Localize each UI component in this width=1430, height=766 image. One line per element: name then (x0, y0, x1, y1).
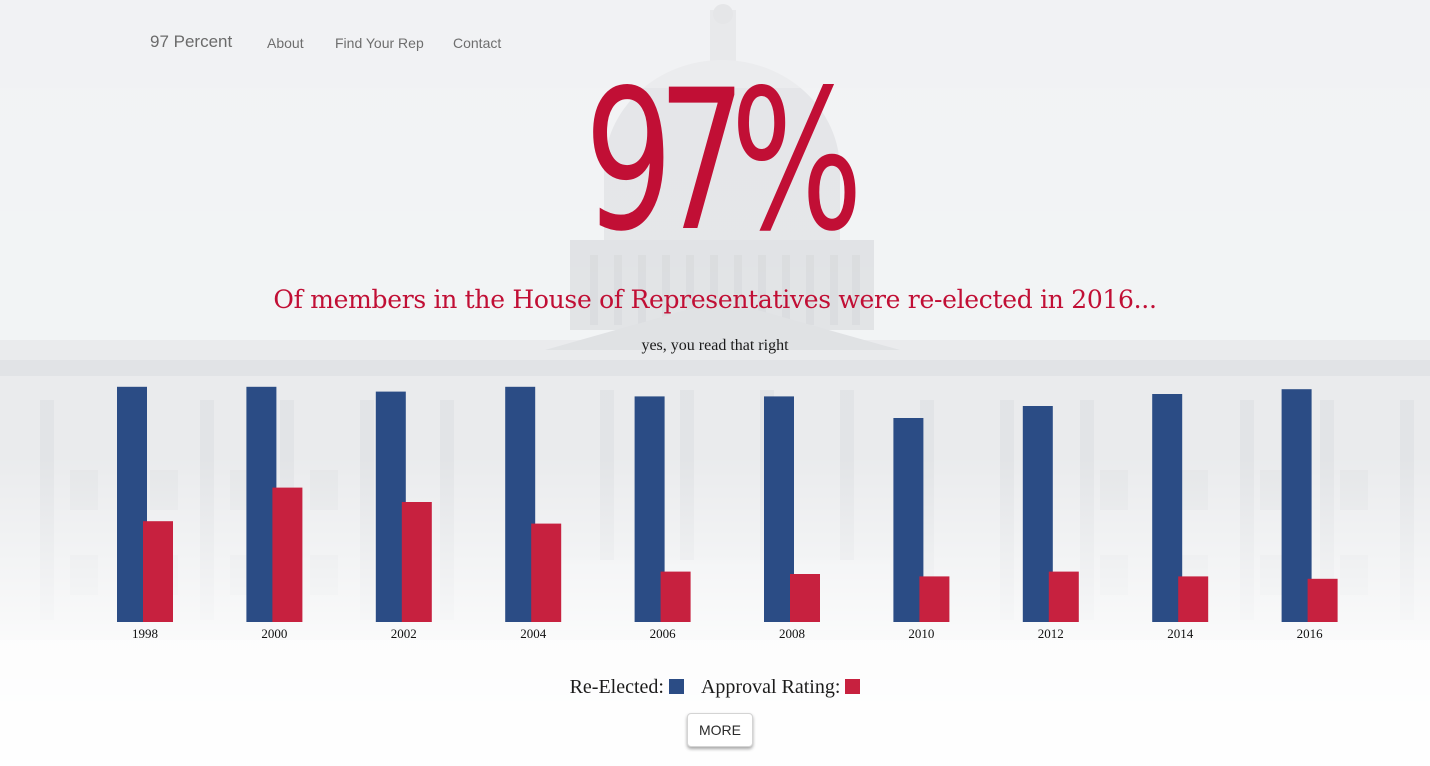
nav-link-about[interactable]: About (267, 35, 304, 51)
x-tick-label-1998: 1998 (132, 626, 158, 641)
more-button[interactable]: MORE (687, 713, 753, 747)
nav-link-find-your-rep[interactable]: Find Your Rep (335, 35, 424, 51)
approval-bar-2008 (790, 574, 820, 622)
approval-bar-1998 (143, 521, 173, 622)
re-elected-bar-2014 (1152, 394, 1183, 622)
re-elected-bar-2012 (1022, 406, 1053, 622)
x-tick-label-2012: 2012 (1038, 626, 1064, 641)
approval-bar-2012 (1048, 571, 1079, 622)
headline-percentage: 97% (584, 48, 863, 274)
x-tick-label-2016: 2016 (1297, 626, 1324, 641)
re-elected-bar-2016 (1281, 389, 1312, 622)
headline-tagline: yes, you read that right (641, 337, 789, 354)
approval-bar-2014 (1178, 576, 1209, 622)
headline-subtitle: Of members in the House of Representativ… (273, 285, 1157, 314)
x-tick-label-2002: 2002 (391, 626, 417, 641)
re-elected-bar-2010 (893, 418, 924, 622)
legend-item-re-elected: Re-Elected: (570, 676, 689, 698)
chart-legend: Re-Elected: Approval Rating: (0, 676, 1430, 699)
x-tick-label-2014: 2014 (1167, 626, 1194, 641)
x-tick-label-2000: 2000 (261, 626, 287, 641)
x-tick-label-2004: 2004 (520, 626, 547, 641)
re-elected-bar-2008 (764, 396, 794, 622)
legend-swatch-red (845, 679, 861, 694)
legend-item-approval-rating: Approval Rating: (700, 676, 861, 698)
nav-link-contact[interactable]: Contact (453, 35, 502, 51)
approval-bar-2000 (272, 487, 303, 622)
top-navbar: 97 Percent About Find Your Rep Contact (0, 0, 1430, 88)
x-tick-label-2010: 2010 (908, 626, 934, 641)
x-tick-label-2008: 2008 (779, 626, 805, 641)
legend-label-re-elected: Re-Elected: (569, 676, 664, 698)
re-elected-bar-2002 (375, 391, 406, 622)
re-elected-bar-2004 (505, 386, 536, 622)
approval-bar-2016 (1307, 578, 1338, 622)
approval-bar-2004 (531, 523, 562, 622)
x-tick-label-2006: 2006 (650, 626, 677, 641)
re-elected-bar-2000 (246, 386, 277, 622)
approval-bar-2002 (401, 502, 432, 622)
approval-bar-2006 (660, 571, 691, 622)
brand-link[interactable]: 97 Percent (150, 32, 233, 51)
approval-bar-2010 (919, 576, 950, 622)
re-elected-bar-2006 (634, 396, 665, 622)
legend-label-approval-rating: Approval Rating: (700, 676, 841, 698)
re-elected-bar-1998 (117, 386, 147, 622)
reelection-approval-bar-chart: 1998 2000 2002 2004 2006 2008 2010 2012 2014 2016 (117, 386, 1338, 641)
legend-swatch-blue (668, 679, 684, 694)
